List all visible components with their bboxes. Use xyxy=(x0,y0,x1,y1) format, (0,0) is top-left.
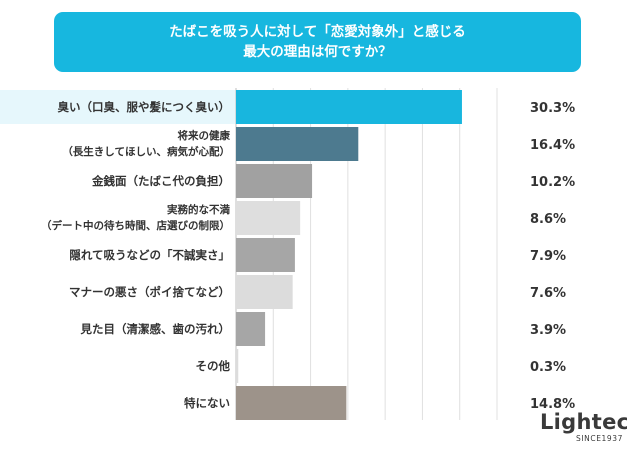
value-label: 7.6% xyxy=(530,286,566,301)
value-label: 16.4% xyxy=(530,138,575,153)
value-label: 0.3% xyxy=(530,360,566,375)
chart-title-line2: 最大の理由は何ですか？ xyxy=(243,44,392,60)
bar xyxy=(236,386,347,420)
chart-title-box: たばこを吸う人に対して「恋愛対象外」と感じる 最大の理由は何ですか？ xyxy=(54,12,581,72)
value-label: 8.6% xyxy=(530,212,566,227)
bar xyxy=(236,275,293,309)
category-label: 臭い（口臭、服や髪につく臭い） xyxy=(58,100,231,114)
category-label: 実務的な不満 xyxy=(167,203,230,216)
chart-title-line1: たばこを吸う人に対して「恋愛対象外」と感じる xyxy=(169,24,466,40)
highlight-row-background xyxy=(0,90,236,124)
category-label: （デート中の待ち時間、店選びの制限） xyxy=(41,219,230,232)
value-label: 14.8% xyxy=(530,397,575,412)
logo-name: Lightec xyxy=(540,410,627,434)
category-label: 隠れて吸うなどの「不誠実さ」 xyxy=(69,248,230,262)
category-label: 見た目（清潔感、歯の汚れ） xyxy=(80,322,231,336)
category-label: その他 xyxy=(196,359,231,373)
value-label: 10.2% xyxy=(530,175,575,190)
category-label: （長生きしてほしい、病気が心配） xyxy=(62,145,230,158)
value-label: 7.9% xyxy=(530,249,566,264)
bar xyxy=(236,201,301,235)
category-label: 将来の健康 xyxy=(178,129,231,142)
bar xyxy=(236,127,359,161)
value-label: 30.3% xyxy=(530,101,575,116)
bar xyxy=(236,90,462,124)
category-label: 特にない xyxy=(184,396,230,410)
bar xyxy=(236,164,313,198)
bar xyxy=(236,238,295,272)
lightec-logo: Lightec SINCE1937 xyxy=(540,410,627,448)
category-label: マナーの悪さ（ポイ捨てなど） xyxy=(69,285,230,299)
value-label: 3.9% xyxy=(530,323,566,338)
bar xyxy=(236,312,266,346)
logo-since: SINCE1937 xyxy=(576,434,624,443)
bar xyxy=(236,349,239,383)
category-label: 金銭面（たばこ代の負担） xyxy=(91,174,230,188)
